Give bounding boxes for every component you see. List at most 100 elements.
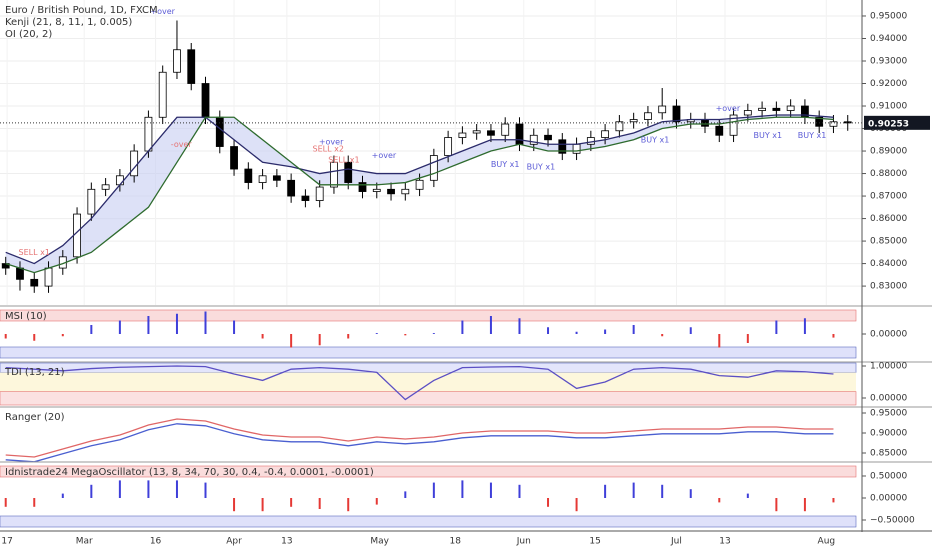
lower-band (0, 346, 857, 359)
signal-annotation: SELL x1 (19, 248, 50, 257)
signal-annotation: SELL x2 (313, 144, 344, 153)
candle-body (772, 107, 781, 111)
candle-body (258, 175, 267, 183)
series-line (5, 423, 834, 463)
candle-body (515, 123, 524, 145)
y-tick-label: 0.00000 (870, 493, 907, 503)
candle-body (672, 105, 681, 123)
candle-body (73, 213, 81, 258)
candle-body (644, 112, 652, 120)
x-tick-label: 13 (719, 537, 730, 547)
y-tick-label: 0.00000 (870, 393, 907, 403)
y-tick-label: 0.00000 (870, 330, 907, 340)
upper-band (0, 465, 857, 478)
pane-title: MSI (10) (5, 311, 47, 322)
x-tick-label: 15 (589, 537, 600, 547)
y-tick-label: 1.00000 (870, 362, 907, 372)
candle-body (458, 132, 467, 138)
candle-body (544, 134, 552, 141)
candle-body (215, 116, 224, 147)
chart-title: Euro / British Pound, 1D, FXCM (5, 5, 158, 16)
mid-band (0, 372, 856, 392)
x-tick-label: 13 (281, 537, 292, 547)
candle-body (572, 143, 581, 154)
candle-body (301, 195, 310, 201)
candle-body (130, 150, 139, 177)
signal-annotation: -over (171, 140, 193, 149)
last-price-label: 0.90253 (868, 119, 909, 129)
signal-annotation: +over (716, 104, 741, 113)
candle-body (101, 184, 110, 190)
candle-body (487, 130, 495, 136)
x-tick-label: May (370, 537, 389, 547)
candle-body (16, 267, 24, 280)
y-tick-label: 0.83000 (870, 282, 907, 292)
candle-body (387, 188, 395, 195)
candle-body (429, 155, 438, 181)
candle-body (715, 125, 724, 136)
candle-body (244, 168, 253, 183)
candle-body (529, 134, 538, 145)
candle-body (729, 114, 738, 136)
lower-band (0, 391, 857, 406)
series-line (5, 114, 834, 265)
pane-title: Idnistrade24 MegaOscillator (13, 8, 34, … (5, 467, 374, 478)
candle-body (601, 130, 610, 138)
x-tick-label: Jun (516, 537, 531, 547)
signal-annotation: BUY x1 (527, 162, 556, 171)
candle-body (586, 137, 595, 145)
y-tick-label: 0.85000 (870, 449, 907, 459)
y-tick-label: 0.88000 (870, 169, 907, 179)
x-tick-label: 17 (1, 537, 12, 547)
y-tick-label: 0.91000 (870, 102, 907, 112)
candle-body (187, 49, 196, 84)
candle-body (287, 179, 296, 197)
upper-band (0, 309, 857, 322)
y-tick-label: 0.93000 (870, 57, 907, 67)
series-line (5, 418, 834, 458)
candle-body (372, 188, 381, 192)
candle-body (658, 105, 667, 114)
candle-body (315, 186, 324, 201)
x-tick-label: 16 (150, 537, 162, 547)
candle-body (629, 119, 638, 123)
candle-body (815, 116, 824, 127)
signal-annotation: BUY x1 (754, 131, 783, 140)
lower-band (0, 515, 857, 528)
candle-body (30, 278, 39, 287)
pane-title: Ranger (20) (5, 412, 65, 423)
signal-annotation: +over (372, 151, 397, 160)
x-tick-label: Aug (818, 537, 836, 547)
candle-body (743, 110, 752, 116)
y-tick-label: 0.90000 (870, 429, 907, 439)
signal-annotation: SELL x1 (328, 156, 359, 165)
candle-body (444, 137, 453, 156)
series-line (5, 365, 834, 401)
candle-body (230, 146, 238, 170)
x-tick-label: Apr (226, 537, 242, 547)
pane-title: TDI (13, 21) (4, 367, 65, 378)
signal-annotation: BUY x1 (491, 160, 520, 169)
candle-body (158, 71, 167, 118)
candle-body (358, 182, 367, 192)
y-tick-label: 0.87000 (870, 192, 907, 202)
signal-annotation: +over (319, 138, 344, 147)
candle-body (472, 130, 481, 134)
y-tick-label: 0.86000 (870, 214, 907, 224)
candle-body (786, 105, 795, 111)
y-tick-label: 0.85000 (870, 237, 907, 247)
y-tick-label: 0.94000 (870, 34, 907, 44)
x-tick-label: Mar (76, 537, 93, 547)
indicator-title: OI (20, 2) (5, 29, 52, 40)
candle-body (615, 121, 624, 132)
candle-body (330, 161, 338, 188)
x-tick-label: 18 (450, 537, 462, 547)
y-tick-label: 0.89000 (870, 147, 907, 157)
candle-body (115, 175, 124, 186)
y-tick-label: 0.50000 (870, 471, 907, 481)
y-tick-label: −0.50000 (870, 516, 915, 526)
y-tick-label: 0.95000 (870, 11, 907, 21)
x-tick-label: Jul (670, 537, 682, 547)
candle-body (758, 107, 766, 111)
